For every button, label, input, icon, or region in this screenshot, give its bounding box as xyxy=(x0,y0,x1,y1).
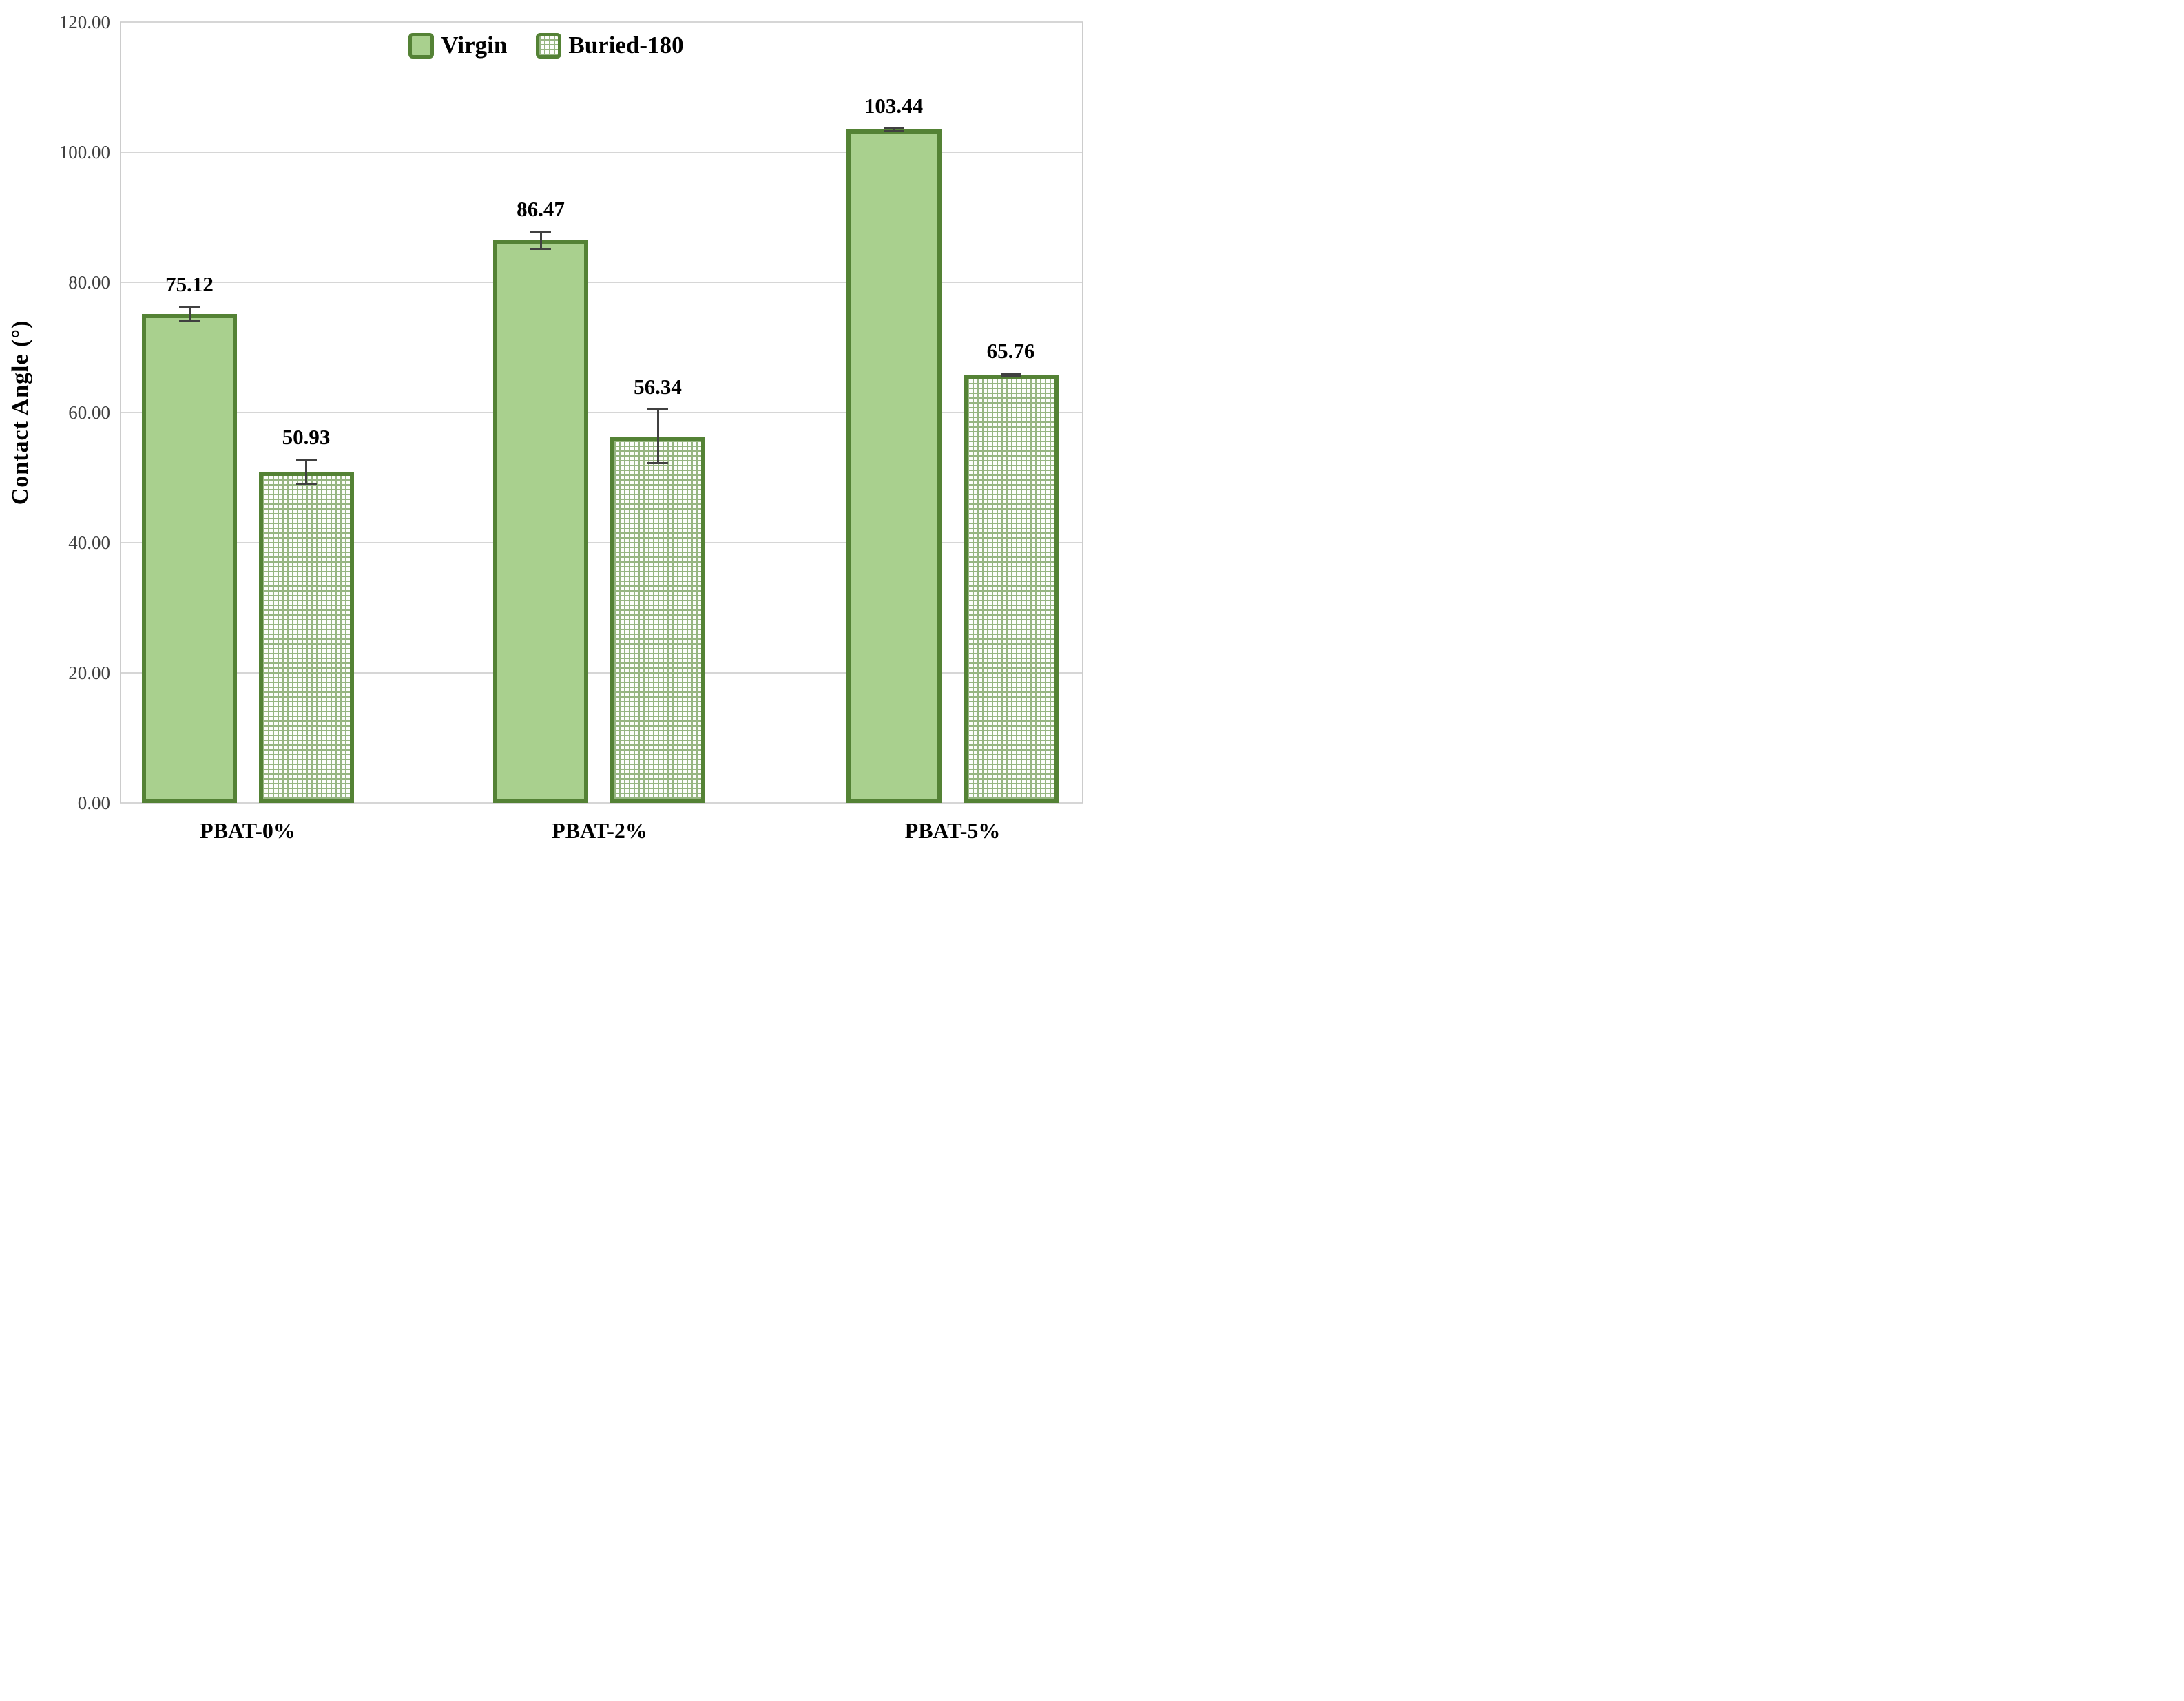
y-tick-label: 80.00 xyxy=(68,272,110,293)
error-bar-virgin-pbat-2% xyxy=(530,230,551,251)
error-bar-bottom-cap xyxy=(530,248,551,251)
bar-buried-180-pbat-0% xyxy=(258,471,354,803)
category-label-pbat-2%: PBAT-2% xyxy=(552,818,647,843)
error-bar-bottom-cap xyxy=(1000,375,1021,378)
gridline-60.00 xyxy=(120,412,1083,413)
value-label-buried-180-pbat-0%: 50.93 xyxy=(282,424,331,449)
category-label-pbat-5%: PBAT-5% xyxy=(904,818,1001,843)
gridline-80.00 xyxy=(120,282,1083,283)
bar-virgin-pbat-5% xyxy=(846,129,942,803)
error-bar-bottom-cap xyxy=(295,482,317,485)
y-tick-label: 20.00 xyxy=(68,662,110,683)
value-label-virgin-pbat-0%: 75.12 xyxy=(165,271,214,296)
error-bar-buried-180-pbat-0% xyxy=(295,458,317,485)
error-bar-virgin-pbat-0% xyxy=(179,305,200,323)
bar-virgin-pbat-2% xyxy=(493,240,588,803)
error-bar-bottom-cap xyxy=(179,320,200,323)
plot-right-border xyxy=(1082,22,1083,803)
legend-swatch-solid-icon xyxy=(408,32,435,59)
error-bar-stem xyxy=(656,408,659,465)
legend-swatch-hatch-icon xyxy=(536,32,562,59)
chart-legend: Virgin Buried-180 xyxy=(0,32,1092,59)
legend-label-buried-180: Buried-180 xyxy=(568,32,684,59)
error-bar-virgin-pbat-5% xyxy=(883,127,904,133)
y-tick-label: 60.00 xyxy=(68,402,110,423)
error-bar-stem xyxy=(893,127,895,133)
error-bar-bottom-cap xyxy=(647,462,668,465)
legend-item-buried-180: Buried-180 xyxy=(536,32,684,59)
value-label-buried-180-pbat-5%: 65.76 xyxy=(986,338,1035,363)
gridline-100.00 xyxy=(120,152,1083,153)
bar-virgin-pbat-0% xyxy=(142,314,237,803)
y-tick-label: 120.00 xyxy=(59,12,110,32)
error-bar-stem xyxy=(1010,372,1012,378)
gridline-120.00 xyxy=(120,21,1083,23)
error-bar-stem xyxy=(188,305,191,323)
legend-item-virgin: Virgin xyxy=(408,32,507,59)
y-axis-line xyxy=(120,22,121,803)
category-label-pbat-0%: PBAT-0% xyxy=(200,818,295,843)
value-label-buried-180-pbat-2%: 56.34 xyxy=(634,374,682,399)
error-bar-stem xyxy=(305,458,307,485)
value-label-virgin-pbat-2%: 86.47 xyxy=(517,196,565,221)
gridline-0.00 xyxy=(120,802,1083,804)
error-bar-bottom-cap xyxy=(883,130,904,133)
error-bar-buried-180-pbat-5% xyxy=(1000,372,1021,378)
y-tick-label: 100.00 xyxy=(59,142,110,163)
gridline-20.00 xyxy=(120,672,1083,674)
error-bar-stem xyxy=(539,230,542,251)
gridline-40.00 xyxy=(120,542,1083,543)
legend-label-virgin: Virgin xyxy=(441,32,508,59)
bar-buried-180-pbat-5% xyxy=(963,375,1059,803)
value-label-virgin-pbat-5%: 103.44 xyxy=(864,93,924,118)
y-tick-label: 0.00 xyxy=(77,793,110,813)
y-tick-label: 40.00 xyxy=(68,532,110,553)
error-bar-buried-180-pbat-2% xyxy=(647,408,668,465)
contact-angle-bar-chart: Virgin Buried-180 Contact Angle (°) 0.00… xyxy=(0,0,1092,851)
bar-buried-180-pbat-2% xyxy=(610,436,705,803)
